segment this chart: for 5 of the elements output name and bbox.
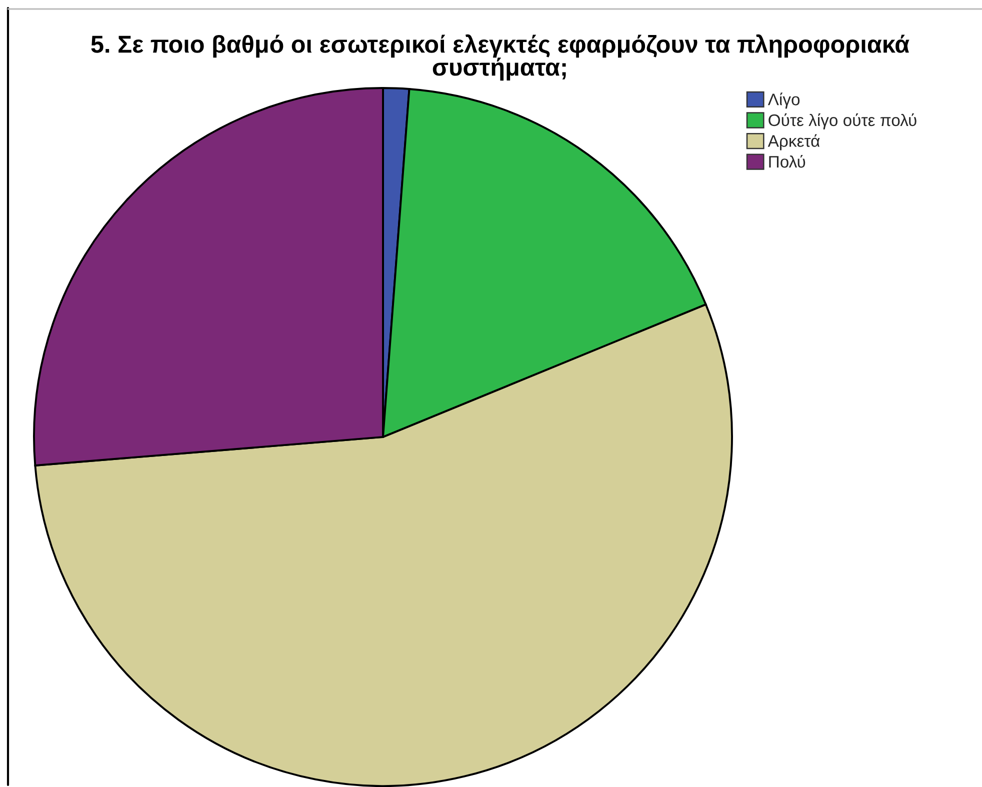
legend-label: Πολύ: [769, 154, 806, 168]
legend-label: Λίγο: [768, 92, 800, 109]
legend-label: Ούτε λίγο ούτε πολύ: [768, 113, 916, 130]
chart-title: 5. Σε ποιο βαθμό οι εσωτερικοί ελεγκτές εφαρμόζουν τα πληροφοριακά συστήματα;: [91, 34, 910, 81]
legend-label: Αρκετά: [768, 134, 820, 150]
